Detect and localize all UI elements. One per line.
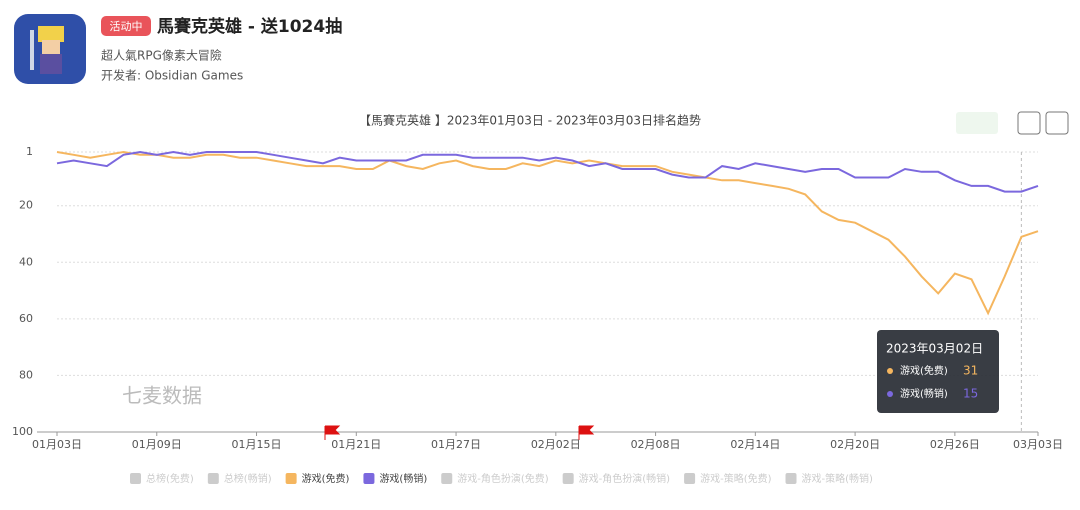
y-tick-label: 100 — [12, 425, 33, 438]
icon-body — [40, 54, 62, 74]
developer: 开发者: Obsidian Games — [101, 68, 243, 83]
legend-label[interactable]: 游戏-策略(免费) — [700, 472, 772, 485]
app-title: 馬賽克英雄 - 送1024抽 — [157, 16, 342, 37]
y-tick-label: 20 — [19, 199, 33, 212]
tooltip-dot — [887, 368, 893, 374]
tooltip-label: 游戏(免费) — [900, 364, 948, 377]
icon-sword — [30, 30, 34, 70]
watermark: 七麦数据 — [122, 384, 202, 408]
legend-label[interactable]: 总榜(畅销) — [224, 472, 272, 485]
legend-swatch[interactable] — [130, 473, 141, 484]
legend-swatch[interactable] — [285, 473, 297, 484]
tooltip-box — [877, 330, 999, 413]
flag — [324, 425, 341, 440]
series-line — [56, 150, 1039, 316]
legend-swatch[interactable] — [441, 473, 453, 484]
x-tick-label: 02月02日 — [531, 438, 581, 451]
legend-swatch[interactable] — [562, 473, 574, 484]
flag — [578, 425, 595, 440]
icon-face — [42, 40, 60, 54]
y-tick-label: 40 — [19, 255, 33, 268]
x-tick-label: 03月03日 — [1013, 438, 1063, 451]
legend-label[interactable]: 游戏-策略(畅销) — [802, 472, 874, 485]
x-tick-label: 01月15日 — [232, 438, 282, 451]
y-tick-label: 60 — [19, 312, 33, 325]
series-line — [56, 150, 1039, 193]
legend-swatch[interactable] — [785, 473, 797, 484]
tooltip-value: 15 — [963, 387, 978, 401]
y-tick-label: 1 — [26, 145, 33, 158]
x-tick-label: 02月26日 — [930, 438, 980, 451]
x-tick-label: 01月21日 — [331, 438, 381, 451]
legend-label[interactable]: 游戏(畅销) — [379, 472, 427, 485]
x-tick-label: 02月20日 — [830, 438, 880, 451]
legend-label[interactable]: 总榜(免费) — [146, 472, 194, 485]
view-toggle[interactable] — [956, 112, 998, 134]
legend-label[interactable]: 游戏-角色扮演(畅销) — [579, 472, 671, 485]
legend-label[interactable]: 游戏(免费) — [302, 472, 350, 485]
x-tick-label: 01月09日 — [132, 438, 182, 451]
x-tick-label: 01月03日 — [32, 438, 82, 451]
tooltip-title: 2023年03月02日 — [886, 342, 983, 356]
chart-title: 【馬賽克英雄 】2023年01月03日 - 2023年03月03日排名趋势 — [359, 113, 701, 128]
legend-label[interactable]: 游戏-角色扮演(免费) — [457, 472, 549, 485]
tooltip-label: 游戏(畅销) — [900, 387, 948, 400]
x-tick-label: 02月14日 — [730, 438, 780, 451]
icon-hair — [38, 26, 64, 42]
legend: 总榜(免费) 总榜(畅销) 游戏(免费) 游戏(畅销) 游戏-角色扮演(免费) 游戏-角色… — [130, 472, 873, 485]
image-button[interactable] — [1017, 111, 1041, 135]
badge — [101, 16, 151, 36]
badge-text: 活动中 — [110, 20, 143, 33]
legend-swatch[interactable] — [363, 473, 375, 484]
download-button[interactable] — [1045, 111, 1069, 135]
tooltip-value: 31 — [963, 364, 978, 378]
x-tick-label: 01月27日 — [431, 438, 481, 451]
legend-swatch[interactable] — [684, 473, 696, 484]
y-tick-label: 80 — [19, 368, 33, 381]
tooltip-dot — [887, 391, 893, 397]
app-subtitle: 超人氣RPG像素大冒險 — [101, 48, 222, 63]
x-tick-label: 02月08日 — [631, 438, 681, 451]
legend-swatch[interactable] — [207, 473, 219, 484]
